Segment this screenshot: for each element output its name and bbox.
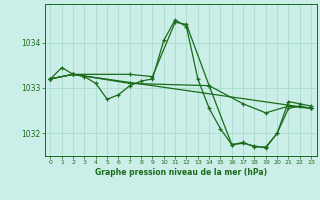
X-axis label: Graphe pression niveau de la mer (hPa): Graphe pression niveau de la mer (hPa) — [95, 168, 267, 177]
